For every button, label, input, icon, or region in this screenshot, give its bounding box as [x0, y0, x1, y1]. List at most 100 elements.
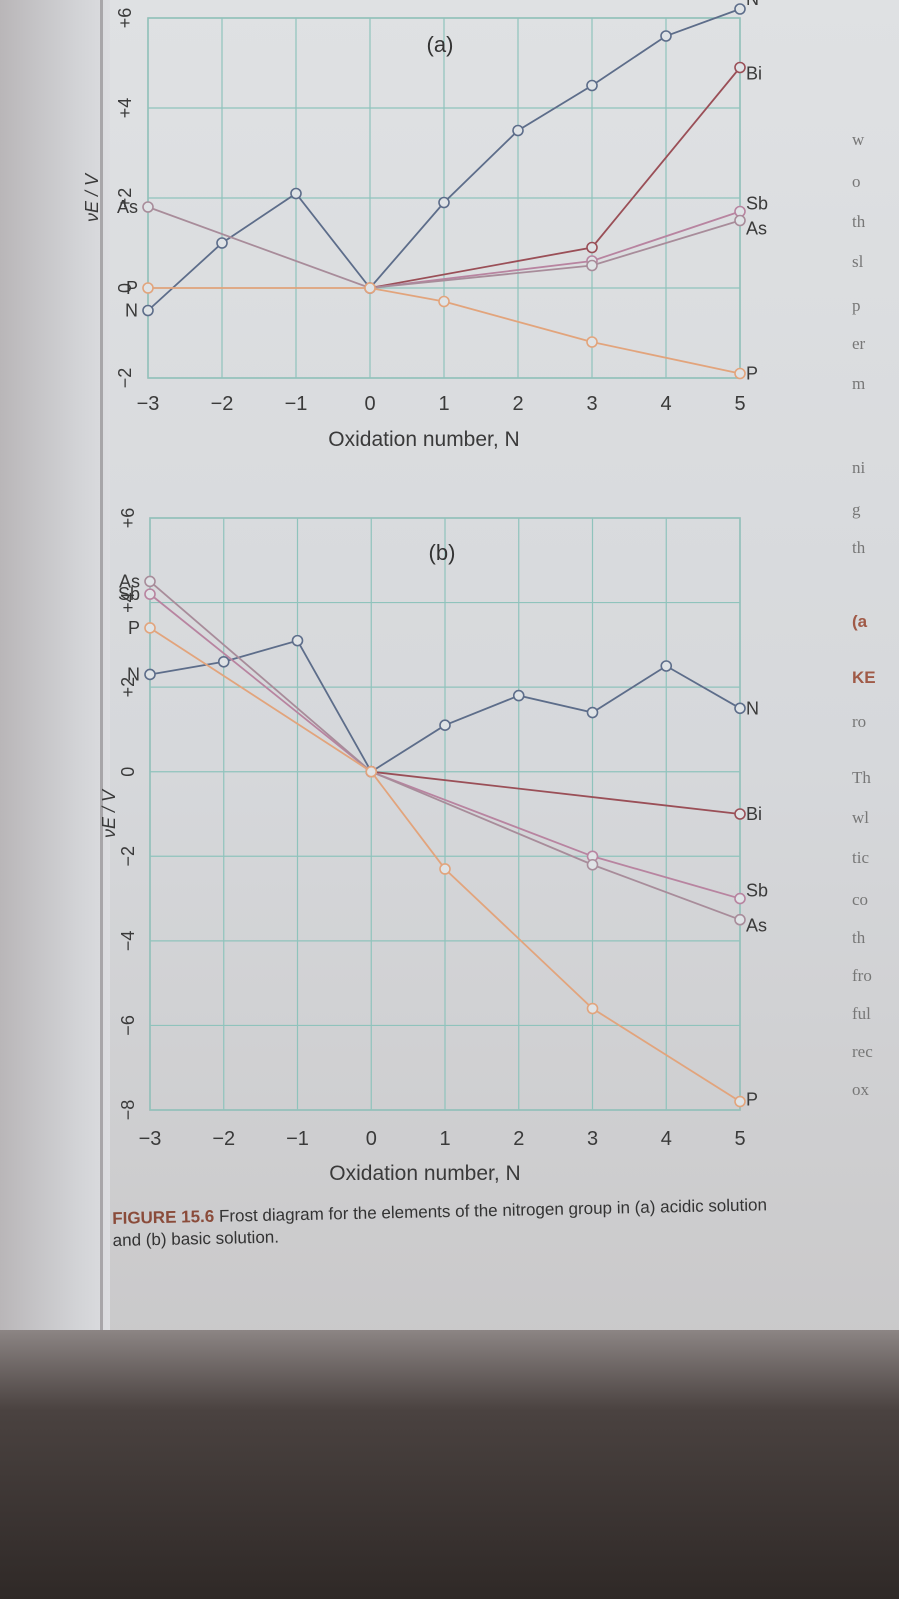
margin-fragment: ni [852, 458, 866, 477]
page-spine [0, 0, 110, 1380]
series-end-label-bi: Bi [746, 804, 762, 824]
data-point-p [439, 863, 451, 875]
caption-figure-label: FIGURE 15.6 [112, 1206, 215, 1228]
data-point-n [586, 706, 599, 719]
series-start-label-p: P [126, 278, 138, 298]
y-axis-label: νE / V [99, 788, 119, 838]
x-axis-label: Oxidation number, N [328, 428, 519, 451]
series-end-label-p: P [746, 364, 758, 384]
margin-fragment: th [852, 928, 866, 947]
data-point-p [144, 622, 156, 634]
margin-fragment: p [852, 296, 861, 315]
margin-fragment: th [852, 538, 866, 557]
y-tick-label: +4 [118, 592, 138, 613]
data-point-n [734, 702, 746, 715]
x-tick-label: 3 [586, 393, 597, 415]
y-tick-label: +6 [115, 8, 135, 29]
data-point-n [290, 187, 302, 200]
table-shadow [0, 1330, 899, 1599]
y-tick-label: −6 [118, 1015, 138, 1036]
x-tick-label: 4 [660, 393, 671, 415]
series-start-label-as: As [119, 571, 140, 591]
y-tick-label: +6 [118, 508, 138, 529]
series-line-as [149, 580, 741, 921]
data-point-p [734, 1095, 746, 1108]
series-line-bi [369, 66, 741, 289]
data-point-n [142, 304, 154, 317]
series-end-label-sb: Sb [746, 194, 768, 214]
y-tick-label: +2 [115, 188, 135, 209]
series-start-label-as: As [117, 197, 138, 217]
data-point-p [734, 367, 746, 380]
series-start-label-n: N [127, 664, 140, 684]
margin-fragment: wl [852, 808, 869, 827]
series-end-label-p: P [746, 1090, 758, 1110]
margin-fragment: Th [852, 768, 871, 787]
data-point-n [660, 660, 673, 672]
data-point-p [586, 1002, 599, 1015]
margin-fragment: ox [852, 1080, 869, 1099]
margin-fragment: (a [852, 612, 868, 631]
data-point-p [438, 295, 450, 308]
data-point-n [660, 30, 672, 42]
x-tick-label: 3 [587, 1128, 598, 1150]
x-axis-label: Oxidation number, N [329, 1162, 520, 1185]
margin-fragment: w [852, 130, 865, 149]
data-point-bi [734, 61, 746, 74]
x-tick-label: 2 [513, 1128, 524, 1150]
series-start-label-n: N [125, 301, 138, 321]
chart-title: (b) [429, 540, 456, 565]
y-tick-label: 0 [115, 283, 135, 293]
series-end-label-n: N [746, 698, 759, 718]
data-point-p [365, 765, 378, 778]
data-point-n [291, 634, 304, 647]
series-line-sb [149, 593, 741, 900]
y-tick-label: −2 [118, 846, 138, 867]
y-tick-label: −2 [115, 368, 135, 389]
series-start-label-sb: Sb [118, 584, 140, 604]
data-point-n [216, 237, 228, 249]
page-fold [100, 0, 103, 1380]
margin-fragment: ro [852, 712, 867, 731]
series-end-label-as: As [746, 916, 767, 936]
data-point-sb [734, 892, 746, 905]
data-point-bi [586, 241, 598, 254]
x-tick-label: −3 [137, 393, 160, 415]
x-tick-label: 0 [364, 393, 375, 415]
series-end-label-n: N [746, 0, 759, 9]
margin-fragment: m [852, 374, 866, 393]
margin-fragment: th [852, 212, 866, 231]
y-tick-label: −4 [118, 931, 138, 952]
x-tick-label: 1 [439, 1128, 450, 1150]
x-tick-label: 5 [734, 393, 745, 415]
data-point-n [438, 196, 450, 209]
margin-fragment: ful [852, 1004, 871, 1023]
data-point-n [512, 124, 524, 137]
chart-title: (a) [427, 32, 454, 57]
x-tick-label: 4 [661, 1128, 672, 1150]
series-end-label-as: As [746, 219, 767, 239]
data-point-n [144, 668, 156, 681]
margin-fragment: g [852, 500, 861, 519]
data-point-p [142, 282, 154, 294]
data-point-as [142, 201, 154, 213]
y-tick-label: +4 [115, 98, 135, 119]
y-axis-label: νE / V [82, 172, 102, 222]
series-end-label-bi: Bi [746, 64, 762, 84]
y-tick-label: −8 [118, 1100, 138, 1121]
data-point-bi [734, 808, 746, 820]
x-tick-label: −3 [139, 1128, 162, 1150]
y-tick-label: 0 [118, 767, 138, 777]
data-point-as [734, 913, 746, 926]
series-line-bi [371, 770, 741, 815]
data-point-n [217, 655, 230, 668]
data-point-as [144, 575, 156, 588]
margin-fragment: o [852, 172, 861, 191]
chart-b: −3 −2 −1 0 1 2 3 4 5 −8 −6 −4 −2 0 +2 +4 +6 Oxidation num… [99, 508, 768, 1185]
series-start-label-p: P [128, 618, 140, 638]
x-tick-label: 5 [734, 1128, 745, 1150]
x-tick-label: −1 [285, 393, 308, 415]
margin-fragment: co [852, 890, 869, 909]
